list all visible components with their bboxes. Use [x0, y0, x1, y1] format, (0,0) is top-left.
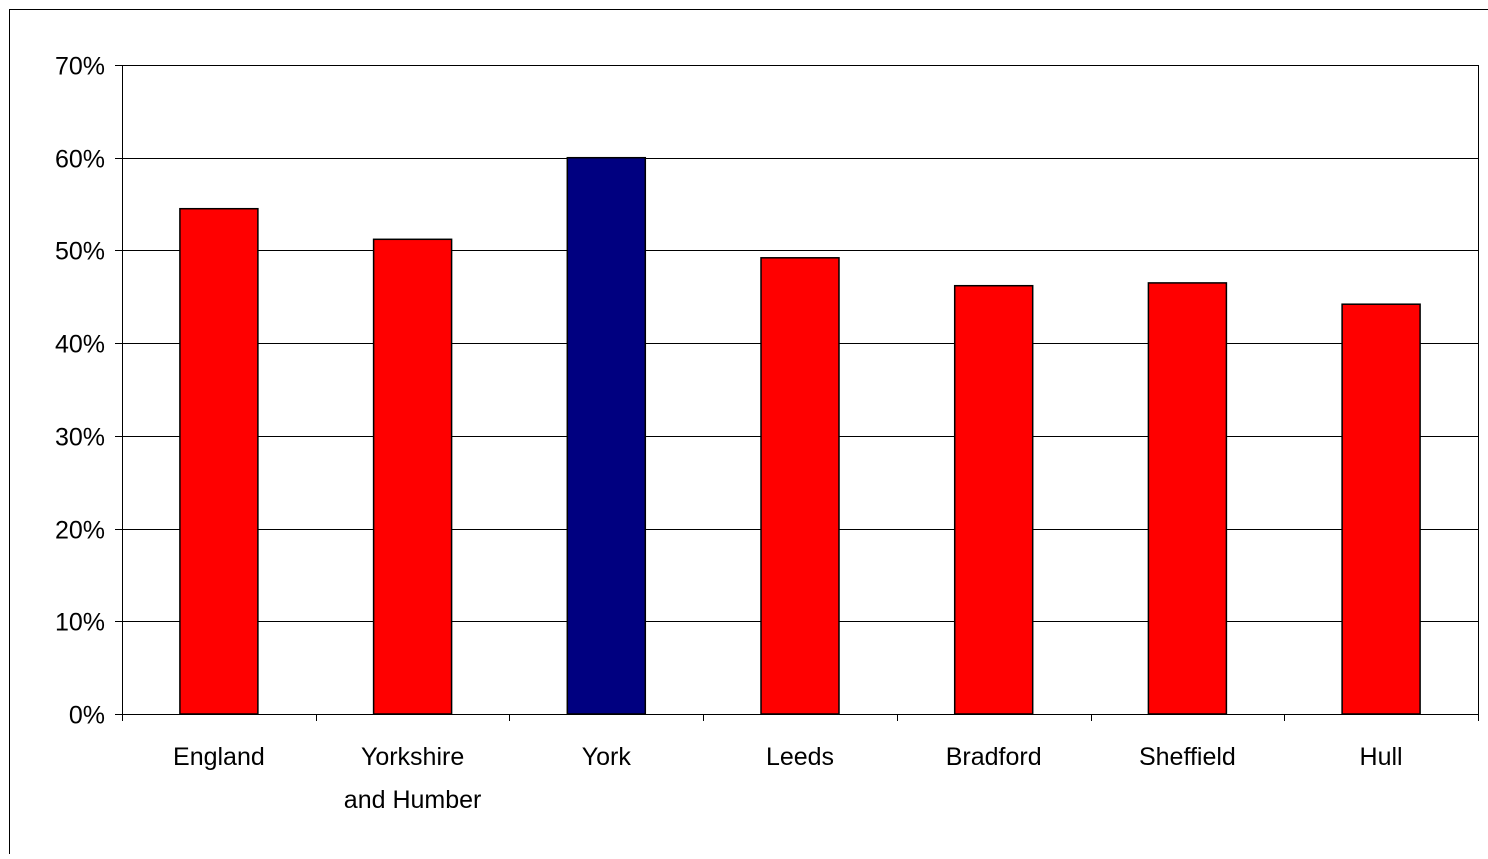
bar — [374, 239, 452, 714]
x-tick-label: Leeds — [766, 743, 834, 771]
bar — [567, 158, 645, 714]
bar — [180, 209, 258, 714]
x-tick-label: Hull — [1360, 743, 1403, 771]
y-tick-label: 70% — [55, 53, 105, 81]
x-tick-label: Bradford — [946, 743, 1042, 771]
bar — [1148, 283, 1226, 714]
y-tick-label: 20% — [55, 517, 105, 545]
x-tick-label: Sheffield — [1139, 743, 1236, 771]
y-tick-label: 50% — [55, 238, 105, 266]
y-tick-label: 10% — [55, 609, 105, 637]
x-tick-label: York — [582, 743, 632, 771]
y-tick-label: 60% — [55, 146, 105, 174]
bar — [1342, 304, 1420, 714]
bar — [761, 258, 839, 714]
x-tick-label: England — [173, 743, 265, 771]
y-tick-label: 30% — [55, 424, 105, 452]
bar — [955, 286, 1033, 714]
y-tick-label: 0% — [69, 702, 105, 730]
y-tick-label: 40% — [55, 331, 105, 359]
